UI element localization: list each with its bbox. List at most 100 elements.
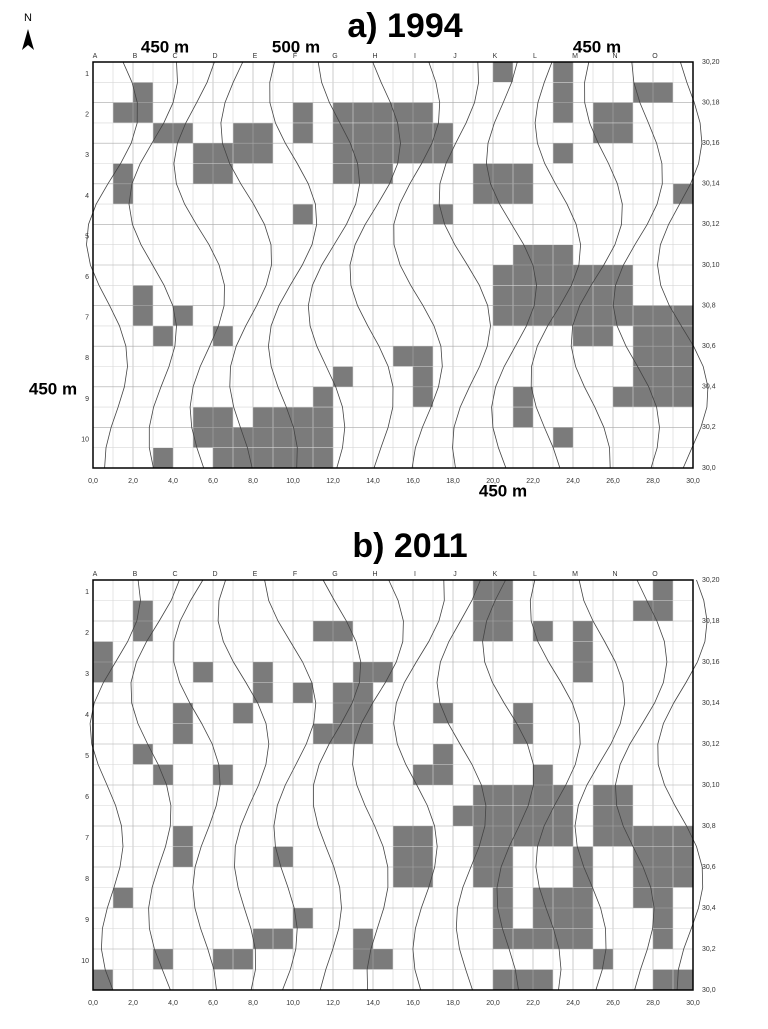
column-label: D — [212, 571, 217, 578]
x-label: 28,0 — [646, 1000, 660, 1007]
x-label: 6,0 — [208, 1000, 218, 1007]
shaded-cell — [553, 427, 573, 448]
row-label: 8 — [85, 355, 89, 362]
x-label: 10,0 — [286, 478, 300, 485]
contour-line — [349, 61, 401, 469]
shaded-cell — [533, 621, 553, 642]
x-label: 20,0 — [486, 1000, 500, 1007]
column-label: H — [372, 571, 377, 578]
shaded-cell — [493, 62, 513, 83]
shaded-cell — [633, 82, 653, 103]
x-label: 4,0 — [168, 478, 178, 485]
column-label: O — [652, 571, 658, 578]
shaded-cell — [153, 764, 173, 785]
shaded-cell — [153, 325, 173, 347]
row-label: 3 — [85, 671, 89, 678]
column-label: N — [612, 571, 617, 578]
panel-title: a) 1994 — [347, 7, 462, 45]
y-label: 30,14 — [702, 700, 720, 707]
contour-line — [217, 579, 270, 991]
contour-line — [173, 579, 221, 991]
column-label: M — [572, 53, 578, 60]
row-label: 2 — [85, 112, 89, 119]
x-label: 12,0 — [326, 478, 340, 485]
column-label: J — [453, 53, 457, 60]
y-label: 30,2 — [702, 424, 716, 431]
column-label: G — [332, 571, 337, 578]
column-label: L — [533, 571, 537, 578]
shaded-cell — [373, 949, 393, 970]
contour-line — [438, 61, 491, 469]
row-label: 5 — [85, 233, 89, 240]
contour-line — [173, 61, 225, 469]
y-label: 30,18 — [702, 99, 720, 106]
map-panel: a) 1994 A B C D E F G H I J K L M N O 1 2 3 4 5 6 7 8 9 10 0,0 2,0 4… — [29, 7, 720, 501]
shaded-cell — [653, 82, 673, 103]
shaded-cell — [293, 908, 313, 929]
y-label: 30,16 — [702, 140, 720, 147]
shaded-cell — [573, 621, 593, 683]
row-label: 7 — [85, 315, 89, 322]
x-label: 16,0 — [406, 1000, 420, 1007]
row-label: 1 — [85, 71, 89, 78]
shaded-cell — [93, 969, 113, 990]
shaded-cell — [433, 703, 453, 724]
column-label: J — [453, 571, 457, 578]
x-label: 26,0 — [606, 478, 620, 485]
column-label: E — [253, 571, 258, 578]
column-label: I — [414, 53, 416, 60]
x-label: 2,0 — [128, 478, 138, 485]
x-label: 30,0 — [686, 1000, 700, 1007]
y-label: 30,4 — [702, 905, 716, 912]
shaded-cell — [293, 204, 313, 225]
shaded-cell — [153, 447, 173, 468]
shaded-cell — [193, 662, 213, 683]
shaded-cell — [113, 102, 133, 123]
row-label: 6 — [85, 794, 89, 801]
x-label: 28,0 — [646, 478, 660, 485]
x-label: 4,0 — [168, 1000, 178, 1007]
shaded-cell — [313, 723, 333, 744]
contour-line — [530, 61, 582, 469]
contour-line — [267, 61, 318, 469]
column-label: M — [572, 571, 578, 578]
column-label: A — [93, 571, 98, 578]
shaded-cell — [413, 764, 433, 785]
contour-line — [570, 61, 623, 469]
contour-line — [657, 61, 709, 469]
y-label: 30,8 — [702, 823, 716, 830]
y-label: 30,14 — [702, 181, 720, 188]
row-label: 7 — [85, 835, 89, 842]
map-panel: b) 2011 A B C D E F G H I J K L M N O 1 2 3 4 5 6 7 8 9 10 0,0 2,0 4… — [81, 527, 719, 1007]
shaded-cell — [553, 62, 573, 123]
shaded-cell — [493, 887, 513, 949]
contour-line — [393, 61, 443, 469]
row-label: 1 — [85, 589, 89, 596]
column-label: E — [253, 53, 258, 60]
scale-label: 450 m — [141, 37, 189, 56]
north-label: N — [24, 12, 32, 24]
column-label: F — [293, 571, 297, 578]
shaded-cell — [613, 386, 633, 408]
scale-label: 500 m — [272, 37, 320, 56]
shaded-cell — [433, 204, 453, 225]
map-border — [92, 579, 694, 991]
shaded-cell — [553, 143, 573, 164]
contour-line — [89, 579, 141, 991]
column-label: G — [332, 53, 337, 60]
contour-line — [485, 61, 538, 469]
column-label: O — [652, 53, 658, 60]
shaded-cell — [173, 305, 193, 326]
column-label: N — [612, 53, 617, 60]
row-label: 4 — [85, 712, 89, 719]
shaded-cell — [633, 305, 693, 408]
contour-line — [128, 61, 178, 469]
y-label: 30,2 — [702, 946, 716, 953]
contour-line — [130, 579, 180, 991]
shaded-cell — [153, 949, 173, 970]
shaded-cell — [213, 764, 233, 785]
y-label: 30,0 — [702, 987, 716, 994]
contour-line — [352, 579, 404, 991]
y-label: 30,0 — [702, 465, 716, 472]
